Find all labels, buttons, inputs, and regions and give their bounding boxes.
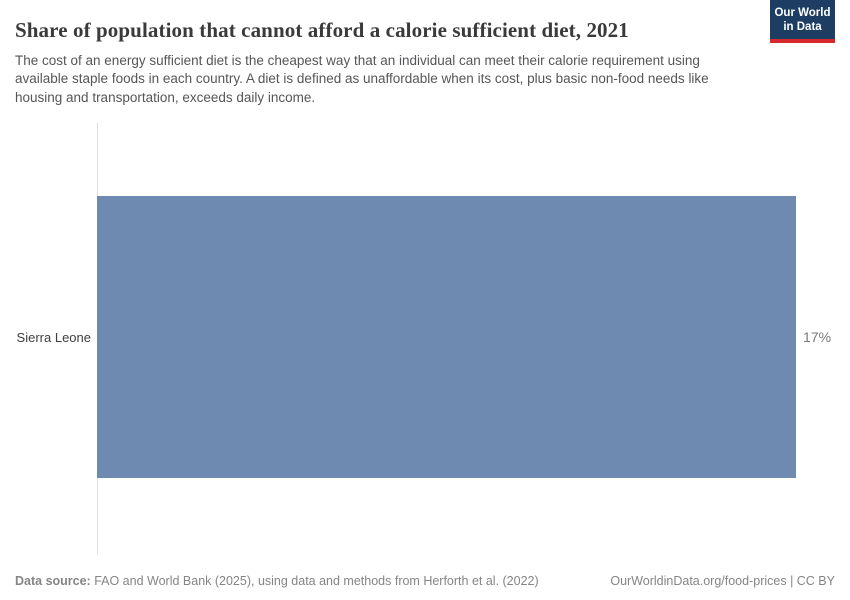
owid-logo-line1: Our World [774,7,831,19]
license-link[interactable]: OurWorldinData.org/food-prices | CC BY [610,574,835,588]
data-source-text: FAO and World Bank (2025), using data an… [90,574,539,588]
bar-track [97,196,796,479]
data-source-label: Data source: [15,574,91,588]
chart-area: Sierra Leone 17% [0,123,850,555]
chart-subtitle: The cost of an energy sufficient diet is… [15,53,709,105]
data-source-note: Data source: FAO and World Bank (2025), … [15,574,539,588]
value-label: 17% [803,329,832,346]
chart-title: Share of population that cannot afford a… [15,18,629,42]
chart-header: Our World in Data Share of population th… [0,0,850,107]
chart-footer: Data source: FAO and World Bank (2025), … [15,574,835,588]
bar-sierra-leone[interactable] [97,196,796,479]
owid-logo-line2: in Data [783,20,822,33]
bar-row: Sierra Leone 17% [0,196,850,479]
owid-logo[interactable]: Our World in Data [770,0,835,43]
category-label: Sierra Leone [16,329,91,345]
